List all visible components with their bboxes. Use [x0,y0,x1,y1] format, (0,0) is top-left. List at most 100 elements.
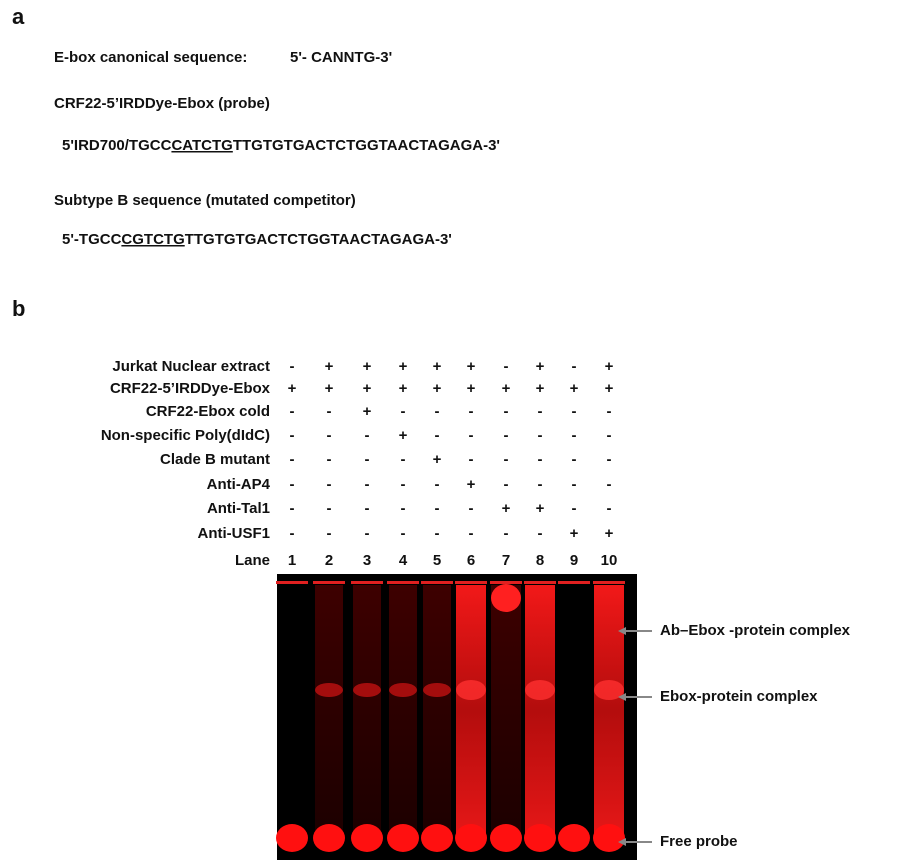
annotation: Ab–Ebox -protein complex [660,622,851,639]
condition-sign: - [435,403,440,420]
condition-sign: - [327,403,332,420]
seq-motif: CATCTG [171,137,232,154]
well [524,581,556,584]
condition-sign: - [607,403,612,420]
condition-sign: + [399,427,408,444]
condition-sign: - [572,476,577,493]
condition-label: Clade B mutant [160,451,270,468]
free-probe-band [387,824,419,852]
condition-sign: - [365,500,370,517]
condition-sign: + [325,358,334,375]
condition-sign: - [290,451,295,468]
condition-sign: + [467,358,476,375]
condition-label: Anti-AP4 [207,476,271,493]
lane-number: 6 [467,552,475,569]
free-probe-band [276,824,308,852]
well [593,581,625,584]
condition-sign: + [502,500,511,517]
well [558,581,590,584]
condition-label: Non-specific Poly(dIdC) [101,427,270,444]
lane-number: 1 [288,552,296,569]
condition-sign: - [290,427,295,444]
smear [525,585,555,835]
figure: a E-box canonical sequence: 5'- CANNTG-3… [0,0,916,860]
lane-number: 2 [325,552,333,569]
condition-sign: + [605,380,614,397]
band [423,683,451,697]
smear [389,585,417,835]
panel-label: b [12,296,25,321]
band [353,683,381,697]
condition-sign: - [538,403,543,420]
band [525,680,555,700]
condition-sign: + [363,403,372,420]
condition-sign: + [605,525,614,542]
condition-sign: + [433,380,442,397]
condition-sign: - [504,358,509,375]
condition-sign: - [538,427,543,444]
condition-sign: + [536,500,545,517]
condition-sign: - [572,451,577,468]
smear [315,585,343,835]
lane-number: 7 [502,552,510,569]
condition-sign: - [435,427,440,444]
condition-sign: - [327,500,332,517]
condition-sign: + [502,380,511,397]
condition-sign: - [538,451,543,468]
condition-sign: + [570,380,579,397]
lane-number: 4 [399,552,408,569]
lane-number: 3 [363,552,371,569]
condition-sign: - [290,525,295,542]
condition-sign: - [290,476,295,493]
condition-sign: - [327,476,332,493]
condition-sign: - [435,500,440,517]
condition-label: Anti-USF1 [198,525,271,542]
lane-number: 9 [570,552,578,569]
condition-sign: - [401,500,406,517]
condition-label: Anti-Tal1 [207,500,270,517]
band [491,584,521,612]
condition-sign: - [401,451,406,468]
lane-number: 10 [601,552,618,569]
band [456,680,486,700]
band [389,683,417,697]
well [421,581,453,584]
free-probe-band [421,824,453,852]
condition-sign: - [327,427,332,444]
canonical-name: E-box canonical sequence: [54,49,247,66]
condition-sign: - [572,403,577,420]
free-probe-band [313,824,345,852]
condition-sign: - [607,427,612,444]
condition-sign: + [363,380,372,397]
lane-number: 8 [536,552,544,569]
condition-sign: + [325,380,334,397]
condition-sign: - [435,525,440,542]
condition-sign: - [290,358,295,375]
condition-sign: + [399,358,408,375]
well [490,581,522,584]
seq-motif: CGTCTG [121,231,184,248]
condition-sign: + [570,525,579,542]
probe-sequence: 5'IRD700/TGCCCATCTGTTGTGTGACTCTGGTAACTAG… [62,137,500,154]
well [276,581,308,584]
condition-sign: + [467,380,476,397]
condition-sign: - [538,476,543,493]
condition-sign: - [469,525,474,542]
free-probe-band [490,824,522,852]
smear [491,585,521,835]
smear [353,585,381,835]
condition-label: Jurkat Nuclear extract [112,358,270,375]
condition-sign: - [607,476,612,493]
condition-sign: + [288,380,297,397]
well [387,581,419,584]
condition-sign: - [327,525,332,542]
annotation: Free probe [660,833,738,850]
well [351,581,383,584]
well [455,581,487,584]
condition-sign: - [469,500,474,517]
condition-sign: - [401,476,406,493]
free-probe-band [524,824,556,852]
smear [423,585,451,835]
condition-sign: - [365,525,370,542]
condition-sign: - [365,427,370,444]
